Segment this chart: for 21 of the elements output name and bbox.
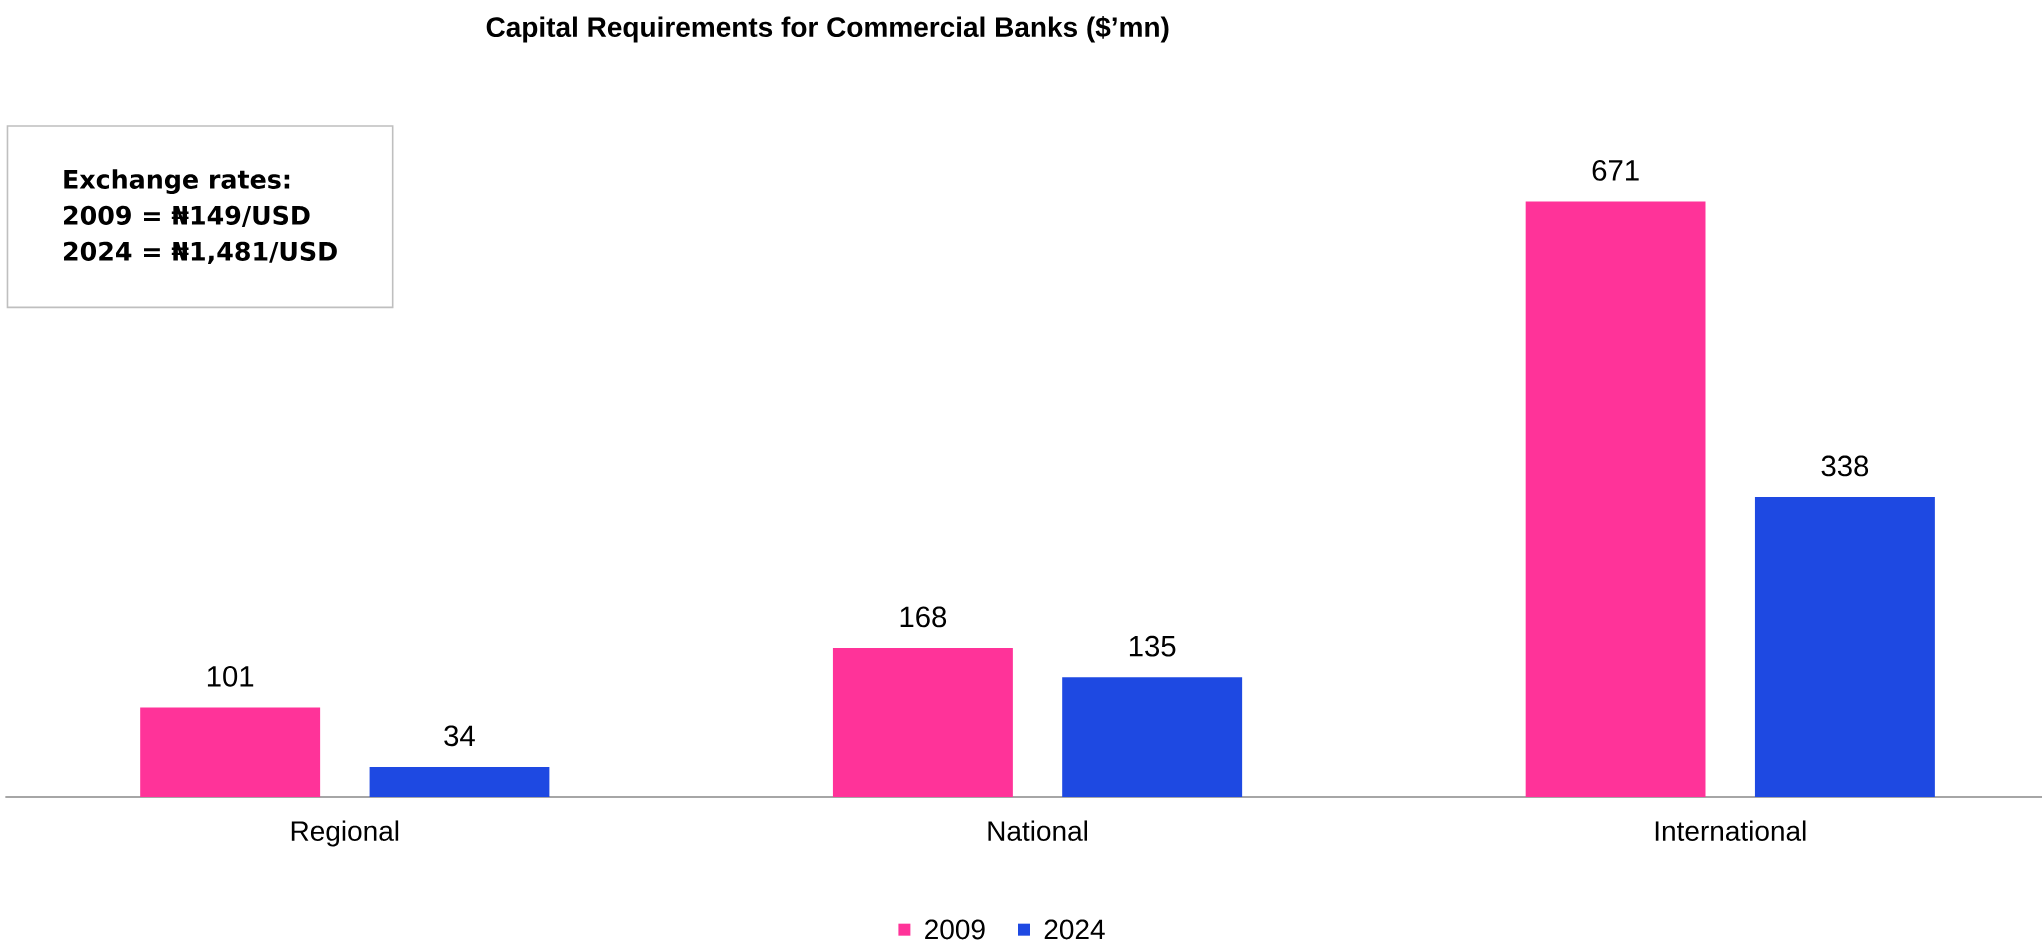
data-label: 101	[207, 666, 254, 687]
bar	[1754, 497, 1935, 798]
annotation: 2024 = ₦1,481/USD	[64, 241, 337, 265]
bar	[369, 767, 550, 798]
chart-title: Capital Requirements for Commercial Banks ($’mn)	[486, 16, 1169, 43]
x-tick-label: Regional	[291, 820, 399, 847]
data-label: 135	[1129, 635, 1176, 657]
annotation: 2009 = ₦149/USD	[64, 205, 310, 228]
legend-label: 2024	[1044, 919, 1105, 940]
bar	[1525, 201, 1706, 798]
bar	[1062, 677, 1243, 798]
text: Exchange rates:	[64, 169, 290, 195]
x-tick-label: International	[1655, 820, 1806, 842]
data-label: 671	[1592, 160, 1639, 181]
legend-label: 2009	[925, 919, 985, 940]
bar	[140, 707, 321, 798]
bar	[832, 648, 1013, 798]
data-label: 168	[900, 606, 947, 628]
data-label: 34	[444, 725, 475, 747]
data-label: 338	[1821, 455, 1869, 477]
x-tick-label: National	[988, 820, 1087, 842]
